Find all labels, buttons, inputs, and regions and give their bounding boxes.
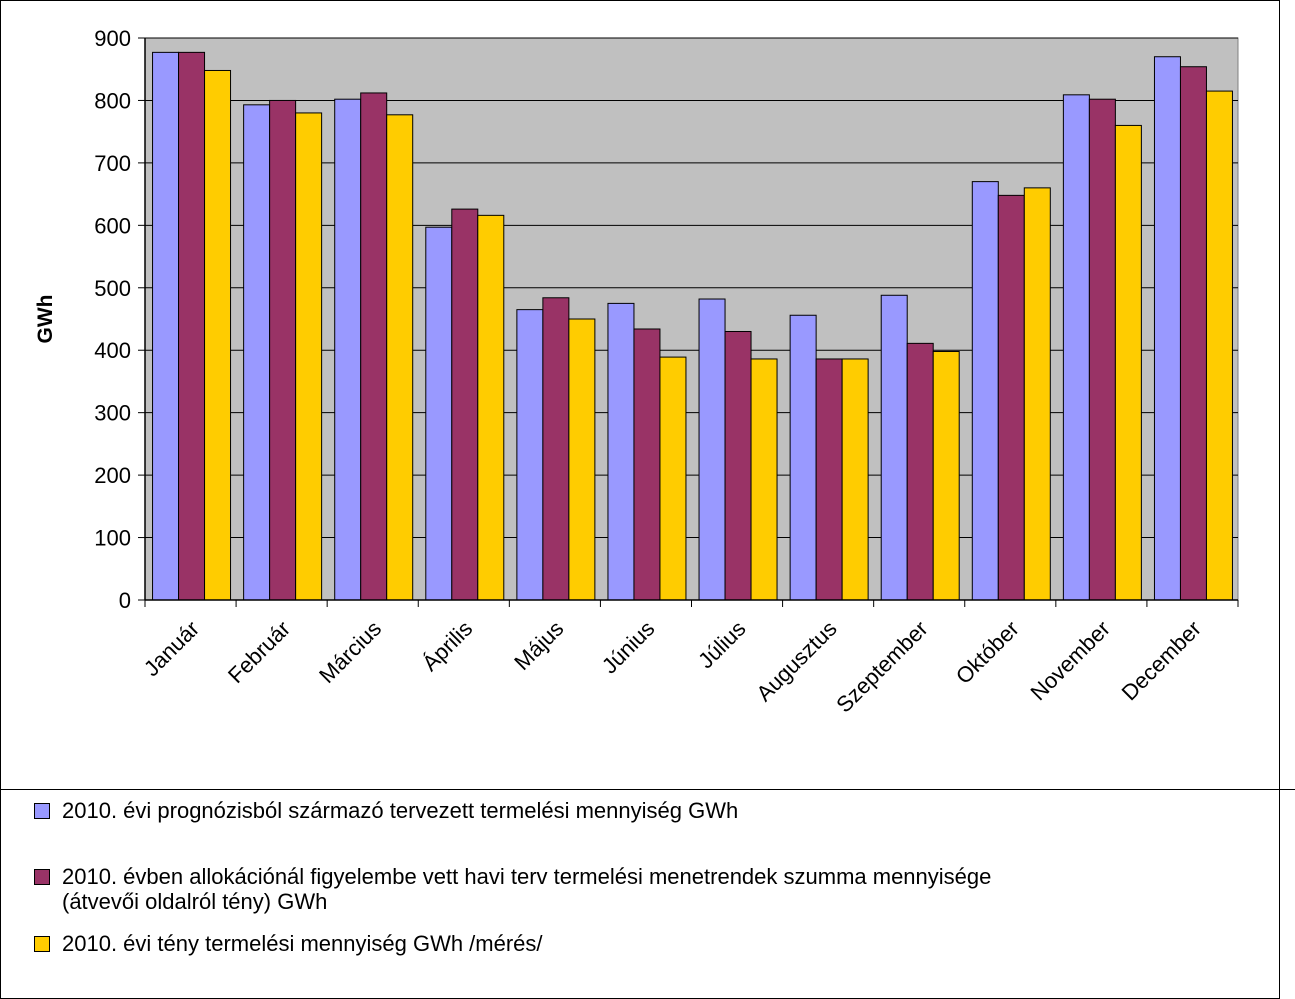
bar xyxy=(607,302,635,601)
legend-divider xyxy=(0,789,1295,790)
bar xyxy=(568,318,596,601)
bar xyxy=(477,214,505,601)
legend-label-allocation-line1: 2010. évben allokációnál figyelembe vett… xyxy=(62,864,992,889)
bar xyxy=(789,314,817,601)
gridlines xyxy=(145,37,1238,539)
x-tick-label: Június xyxy=(597,616,660,679)
bar xyxy=(906,342,934,601)
bar xyxy=(659,356,687,601)
bar xyxy=(386,114,414,601)
bar xyxy=(997,194,1025,601)
legend-swatch-allocation xyxy=(34,869,50,885)
bar xyxy=(880,294,908,601)
bar xyxy=(334,98,362,601)
bar xyxy=(295,112,323,601)
x-tick-label: Február xyxy=(223,616,295,688)
bar xyxy=(1153,56,1181,601)
bar xyxy=(516,309,544,601)
y-tick-label: 900 xyxy=(94,26,131,51)
x-tick-label: Augusztus xyxy=(751,616,841,706)
bar xyxy=(1088,98,1116,601)
bar xyxy=(152,51,180,601)
y-tick-label: 0 xyxy=(119,588,131,613)
y-tick-label: 300 xyxy=(94,401,131,426)
y-tick-label: 100 xyxy=(94,526,131,551)
y-axis-label: GWh xyxy=(34,295,57,344)
y-tick-label: 200 xyxy=(94,463,131,488)
bar xyxy=(1205,90,1233,601)
y-tick-labels: 0 100 200 300 400 500 600 700 800 900 xyxy=(94,26,131,613)
x-tick-label: Október xyxy=(951,616,1024,689)
y-tick-label: 500 xyxy=(94,276,131,301)
bar xyxy=(178,51,206,601)
y-tick-label: 700 xyxy=(94,151,131,176)
legend-label-actual: 2010. évi tény termelési mennyiség GWh /… xyxy=(62,931,543,956)
bar xyxy=(971,181,999,601)
legend-label-allocation-line2: (átvevői oldalról tény) GWh xyxy=(62,889,328,914)
bar xyxy=(425,226,453,601)
x-tick-label: Március xyxy=(314,616,386,688)
axes xyxy=(138,37,1239,607)
plot-area xyxy=(144,37,1239,601)
bar xyxy=(542,297,570,601)
x-tick-label: December xyxy=(1117,616,1206,705)
x-tick-label: Április xyxy=(417,616,477,676)
legend-swatch-forecast xyxy=(34,803,50,819)
bar xyxy=(815,358,843,601)
bar xyxy=(243,104,271,601)
bar xyxy=(451,208,479,601)
bar xyxy=(841,358,869,601)
x-tick-label: November xyxy=(1025,616,1114,705)
bar xyxy=(1114,124,1142,601)
legend-label-forecast: 2010. évi prognózisból származó tervezet… xyxy=(62,798,739,823)
bar xyxy=(932,350,960,601)
bar xyxy=(1023,187,1051,601)
bar xyxy=(750,358,778,601)
y-tick-label: 600 xyxy=(94,213,131,238)
bar xyxy=(698,298,726,601)
x-tick-label: Január xyxy=(139,616,204,681)
bars xyxy=(152,51,1233,601)
x-tick-label: Szeptember xyxy=(831,616,933,718)
y-tick-label: 800 xyxy=(94,88,131,113)
y-tick-label: 400 xyxy=(94,338,131,363)
bar xyxy=(269,99,297,601)
bar xyxy=(1179,66,1207,601)
bar xyxy=(204,69,232,601)
bar xyxy=(360,92,388,601)
legend-swatch-actual xyxy=(34,936,50,952)
x-tick-label: Május xyxy=(509,616,568,675)
x-tick-label: Július xyxy=(693,616,750,673)
bar xyxy=(1062,94,1090,601)
x-tick-labels: Január Február Március Április Május Június Jú… xyxy=(139,616,1206,718)
bar xyxy=(633,328,661,601)
bar xyxy=(724,330,752,601)
